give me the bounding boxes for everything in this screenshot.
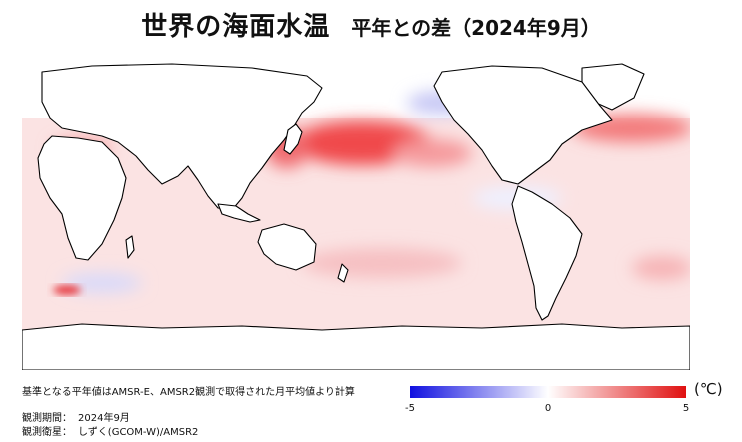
africa-landmass <box>37 135 127 261</box>
east-pacific-warm-anomaly <box>392 139 472 167</box>
baseline-note: 基準となる平年値はAMSR-E、AMSR2観測で取得された月平均値より計算 <box>22 387 355 398</box>
map-title: 世界の海面水温 <box>141 12 331 42</box>
colorbar-unit: (℃) <box>694 380 723 398</box>
madagascar-landmass <box>125 235 135 259</box>
colorbar-tick-max: 5 <box>682 403 690 414</box>
map-subtitle: 平年との差（2024年9月） <box>351 16 601 40</box>
new-zealand-landmass <box>337 263 349 283</box>
colorbar <box>410 386 686 398</box>
sst-anomaly-map <box>22 58 690 370</box>
observation-period-label: 観測期間： <box>22 413 72 424</box>
southern-ocean-warm-spot <box>53 285 81 295</box>
colorbar-tick-min: -5 <box>405 403 415 414</box>
maritime-continent <box>217 203 261 223</box>
continents <box>22 63 690 370</box>
antarctica-landmass <box>22 323 690 370</box>
south-atlantic-warm-anomaly <box>632 256 690 280</box>
japan-landmass <box>283 123 303 155</box>
south-indian-cool-anomaly <box>62 273 142 293</box>
south-america-landmass <box>511 185 583 321</box>
observation-period-value: 2024年9月 <box>78 413 130 424</box>
observation-satellite: 観測衛星： しずく(GCOM-W)/AMSR2 <box>22 423 198 438</box>
observation-period: 観測期間： 2024年9月 <box>22 409 130 424</box>
title-row: 世界の海面水温 平年との差（2024年9月） <box>0 6 742 43</box>
north-america-landmass <box>433 65 613 185</box>
colorbar-tick-zero: 0 <box>544 403 552 414</box>
observation-satellite-value: しずく(GCOM-W)/AMSR2 <box>78 427 199 438</box>
australia-landmass <box>257 223 317 271</box>
observation-satellite-label: 観測衛星： <box>22 427 72 438</box>
south-pacific-warm-anomaly <box>302 248 462 278</box>
